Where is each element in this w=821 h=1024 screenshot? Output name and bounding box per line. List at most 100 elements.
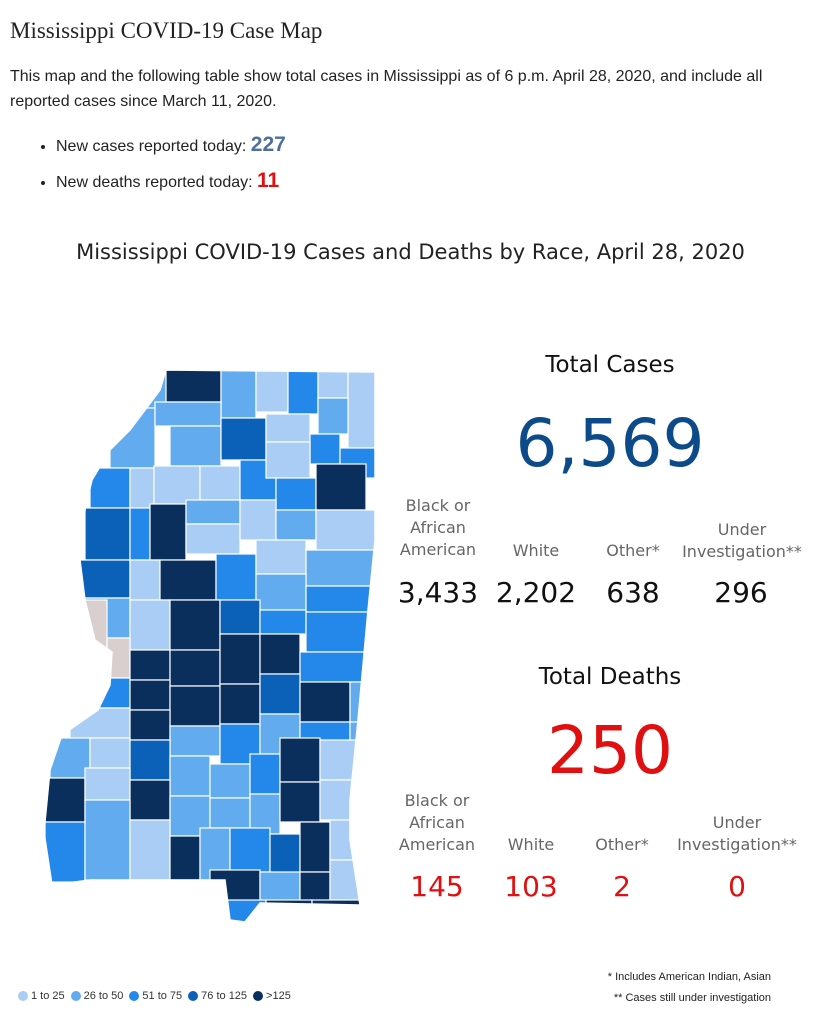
new-cases-label: New cases reported today: <box>56 138 247 155</box>
county <box>84 799 131 881</box>
county <box>279 781 321 823</box>
county <box>315 463 367 511</box>
county <box>255 370 289 413</box>
county <box>220 370 257 419</box>
county <box>275 509 317 541</box>
county <box>165 370 222 403</box>
county <box>79 559 131 599</box>
deaths-black-label: Black or African American <box>398 791 476 854</box>
county <box>149 503 187 561</box>
page-title: Mississippi COVID-19 Case Map <box>10 18 323 43</box>
new-cases-item: New cases reported today: 227 <box>56 130 286 162</box>
county <box>169 725 221 757</box>
county <box>129 559 161 601</box>
county <box>255 539 307 575</box>
new-deaths-item: New deaths reported today: 11 <box>56 166 286 198</box>
county <box>84 507 131 561</box>
legend-item: >125 <box>253 990 291 1002</box>
county <box>129 779 171 821</box>
legend-item: 51 to 75 <box>129 990 182 1002</box>
county <box>44 821 86 883</box>
county <box>317 397 349 435</box>
legend-dot-icon <box>70 991 81 1001</box>
county <box>169 755 211 797</box>
county <box>169 685 221 727</box>
county <box>44 777 86 823</box>
county <box>84 599 108 659</box>
county <box>319 739 375 781</box>
footnotes: * Includes American Indian, Asian ** Cas… <box>608 967 771 1009</box>
county <box>89 737 131 769</box>
county <box>315 509 375 551</box>
footnote-investigation: ** Cases still under investigation <box>613 992 771 1004</box>
county <box>159 559 217 601</box>
county <box>259 633 301 675</box>
county <box>129 599 171 651</box>
total-cases-value: 6,569 <box>515 405 705 482</box>
county <box>154 401 222 427</box>
county <box>219 633 261 685</box>
county <box>215 553 257 601</box>
county <box>129 709 171 741</box>
total-cases-title: Total Cases <box>545 352 675 378</box>
legend-label: >125 <box>266 990 291 1002</box>
county <box>169 599 221 651</box>
cases-black-value: 3,433 <box>397 576 479 609</box>
county <box>153 465 201 505</box>
county <box>309 433 341 465</box>
deaths-white-value: 103 <box>504 870 558 903</box>
state-outline <box>43 369 376 923</box>
county <box>229 827 271 873</box>
county <box>249 793 281 835</box>
county <box>185 499 241 525</box>
total-deaths-value: 250 <box>547 712 673 789</box>
chart-title: Mississippi COVID-19 Cases and Deaths by… <box>76 240 745 264</box>
deaths-investigation-value: 0 <box>728 870 746 903</box>
county <box>305 549 375 587</box>
county <box>219 683 261 725</box>
county <box>49 737 91 779</box>
legend-label: 1 to 25 <box>31 990 65 1002</box>
mississippi-county-map <box>43 369 376 923</box>
deaths-black-value: 145 <box>410 870 464 903</box>
cases-investigation-value: 296 <box>714 576 768 609</box>
county <box>84 767 131 801</box>
footnote-other: * Includes American Indian, Asian <box>607 971 771 983</box>
county <box>209 797 251 829</box>
county <box>220 417 267 461</box>
county <box>239 499 277 541</box>
county <box>299 651 375 683</box>
cases-investigation-label: Under Investigation** <box>682 520 802 561</box>
county <box>259 871 301 913</box>
county <box>249 753 281 795</box>
county <box>169 835 201 881</box>
county <box>317 370 349 399</box>
intro-text: This map and the following table show to… <box>10 68 763 110</box>
county <box>209 763 251 799</box>
county <box>169 649 221 687</box>
deaths-other-label: Other* <box>595 835 649 854</box>
county <box>129 819 171 881</box>
cases-white-label: White <box>512 541 560 560</box>
legend-label: 51 to 75 <box>142 990 183 1002</box>
daily-stats-list: New cases reported today: 227 New deaths… <box>34 130 286 202</box>
county <box>185 523 241 555</box>
county <box>305 585 375 613</box>
county <box>129 507 151 561</box>
deaths-investigation-label: Under Investigation** <box>677 813 797 854</box>
cases-other-value: 638 <box>606 576 660 609</box>
county <box>299 681 351 723</box>
county <box>349 681 375 723</box>
county-tiles <box>44 370 375 922</box>
new-deaths-value: 11 <box>257 169 280 192</box>
legend-dot-icon <box>253 991 264 1001</box>
county <box>259 673 301 715</box>
county <box>299 821 331 873</box>
county <box>109 407 156 469</box>
cases-white-value: 2,202 <box>495 576 577 609</box>
county <box>275 477 317 511</box>
county <box>199 465 241 501</box>
county <box>269 833 301 875</box>
legend-item: 76 to 125 <box>188 990 247 1002</box>
county <box>279 737 321 783</box>
